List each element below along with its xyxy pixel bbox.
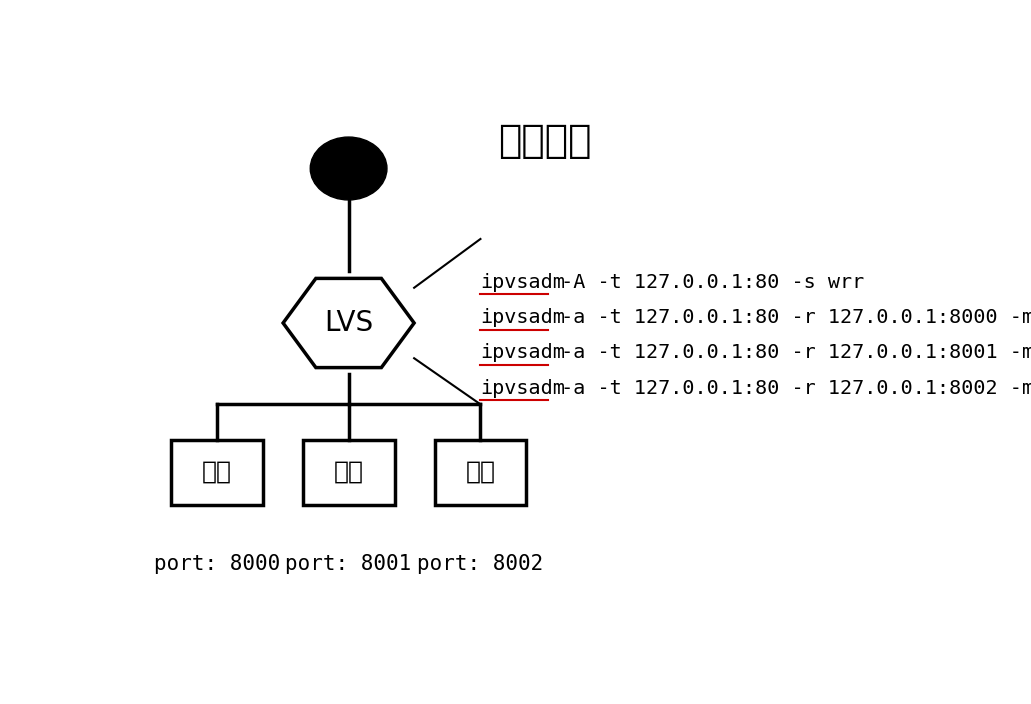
Text: LVS: LVS <box>324 309 373 337</box>
Text: -a -t 127.0.0.1:80 -r 127.0.0.1:8000 -m -w 1: -a -t 127.0.0.1:80 -r 127.0.0.1:8000 -m … <box>550 308 1031 327</box>
Text: -a -t 127.0.0.1:80 -r 127.0.0.1:8002 -m -w 1: -a -t 127.0.0.1:80 -r 127.0.0.1:8002 -m … <box>550 379 1031 398</box>
Text: port: 8002: port: 8002 <box>418 554 543 574</box>
Text: -A -t 127.0.0.1:80 -s wrr: -A -t 127.0.0.1:80 -s wrr <box>550 273 865 292</box>
Text: 服务: 服务 <box>334 460 364 484</box>
Text: -a -t 127.0.0.1:80 -r 127.0.0.1:8001 -m -w 1: -a -t 127.0.0.1:80 -r 127.0.0.1:8001 -m … <box>550 344 1031 363</box>
Bar <box>434 439 527 505</box>
Ellipse shape <box>310 137 387 200</box>
Text: port: 8000: port: 8000 <box>154 554 279 574</box>
Text: 服务: 服务 <box>465 460 496 484</box>
Text: ipvsadm: ipvsadm <box>480 308 565 327</box>
Text: ipvsadm: ipvsadm <box>480 273 565 292</box>
Text: 服务: 服务 <box>202 460 232 484</box>
Text: 流量入口: 流量入口 <box>498 122 591 161</box>
Text: port: 8001: port: 8001 <box>286 554 411 574</box>
Text: ipvsadm: ipvsadm <box>480 344 565 363</box>
Bar <box>303 439 395 505</box>
Bar <box>171 439 263 505</box>
Text: ipvsadm: ipvsadm <box>480 379 565 398</box>
